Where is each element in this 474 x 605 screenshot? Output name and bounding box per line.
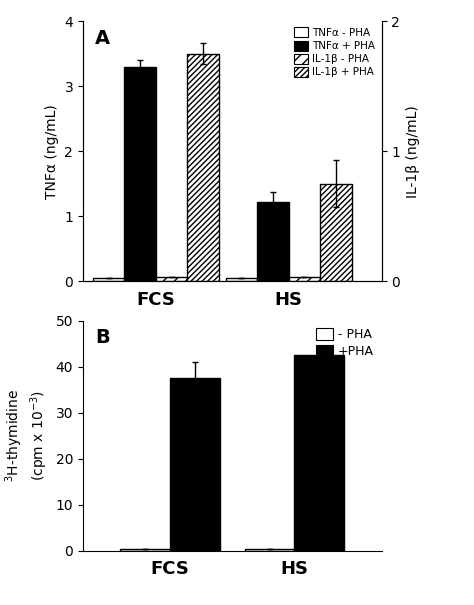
- Bar: [156, 278, 188, 281]
- Bar: [93, 278, 124, 281]
- Bar: [245, 549, 294, 551]
- Text: B: B: [95, 327, 109, 347]
- Bar: [294, 355, 344, 551]
- Bar: [120, 549, 170, 551]
- Bar: [320, 184, 352, 281]
- Y-axis label: IL-1β (ng/mL): IL-1β (ng/mL): [406, 105, 419, 198]
- Bar: [188, 54, 219, 281]
- Y-axis label: TNFα (ng/mL): TNFα (ng/mL): [45, 104, 59, 198]
- Bar: [257, 202, 289, 281]
- Bar: [124, 67, 156, 281]
- Bar: [170, 378, 220, 551]
- Legend: TNFα - PHA, TNFα + PHA, IL-1β - PHA, IL-1β + PHA: TNFα - PHA, TNFα + PHA, IL-1β - PHA, IL-…: [292, 27, 376, 79]
- Bar: [289, 278, 320, 281]
- Text: A: A: [95, 29, 110, 48]
- Y-axis label: $^{3}$H-thymidine
(cpm x 10$^{-3}$): $^{3}$H-thymidine (cpm x 10$^{-3}$): [4, 389, 50, 482]
- Legend: - PHA, +PHA: - PHA, +PHA: [314, 327, 375, 359]
- Bar: [226, 278, 257, 281]
